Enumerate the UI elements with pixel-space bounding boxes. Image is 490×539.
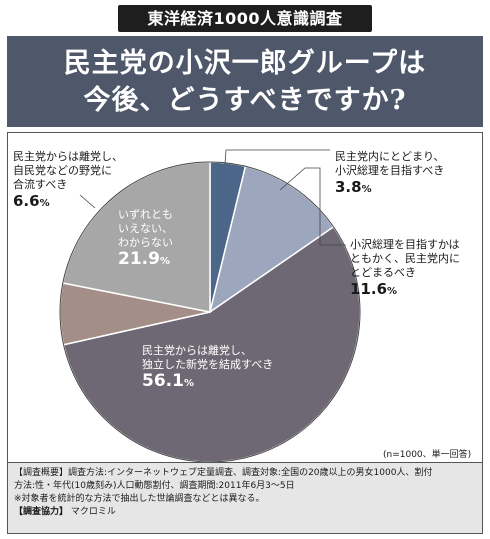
leader-line-1 xyxy=(224,149,330,165)
headline-line-2: 今後、どうすべきですか? xyxy=(83,85,407,116)
value-slice-1: 3.8% xyxy=(335,178,372,196)
label-slice-5-line-1: いずれとも xyxy=(118,208,173,221)
value-slice-2: 11.6% xyxy=(350,280,398,298)
chart-area xyxy=(7,132,483,462)
label-slice-1-line-1: 民主党内にとどまり、 xyxy=(335,150,445,163)
value-slice-4: 6.6% xyxy=(13,192,50,210)
footer-line-2: 方法:性・年代(10歳刻み)人口動態割付、調査期間:2011年6月3〜5日 xyxy=(14,481,295,491)
value-slice-5: 21.9% xyxy=(118,249,170,269)
leader-line-3 xyxy=(79,194,96,209)
label-slice-1: 民主党内にとどまり、 小沢総理を目指すべき 3.8% xyxy=(335,150,445,197)
survey-tag: 東洋経済1000人意識調査 xyxy=(118,5,372,32)
label-slice-4: 民主党からは離党し、 自民党などの野党に 合流すべき 6.6% xyxy=(13,150,123,211)
label-slice-4-line-2: 自民党などの野党に xyxy=(13,164,112,177)
label-slice-4-line-3: 合流すべき xyxy=(13,178,68,191)
sample-note: (n=1000、単一回答) xyxy=(383,450,472,460)
label-slice-4-line-1: 民主党からは離党し、 xyxy=(13,150,123,163)
label-slice-3-line-1: 民主党からは離党し、 xyxy=(142,344,252,357)
footer-line-4: 【調査協力】 マクロミル xyxy=(14,507,116,517)
label-slice-2-line-1: 小沢総理を目指すかは xyxy=(350,238,460,251)
label-slice-2-line-3: とどまるべき xyxy=(350,266,416,279)
label-slice-1-line-2: 小沢総理を目指すべき xyxy=(335,164,445,177)
label-slice-3: 民主党からは離党し、 独立した新党を結成すべき 56.1% xyxy=(142,344,273,391)
value-slice-3: 56.1% xyxy=(142,371,194,391)
label-slice-2: 小沢総理を目指すかは ともかく、民主党内に とどまるべき 11.6% xyxy=(350,238,460,299)
label-slice-5-line-3: わからない xyxy=(118,236,173,249)
label-slice-5-line-2: いえない、 xyxy=(118,222,173,235)
label-slice-2-line-2: ともかく、民主党内に xyxy=(350,252,460,265)
label-slice-3-line-2: 独立した新党を結成すべき xyxy=(142,358,274,371)
survey-footer: 【調査概要】調査方法:インターネットウェブ定量調査、調査対象:全国の20歳以上の… xyxy=(7,462,483,534)
footer-line-3: ※対象者を統計的な方法で抽出した世論調査などとは異なる。 xyxy=(14,494,265,504)
headline: 民主党の小沢一郎グループは 今後、どうすべきですか? xyxy=(7,36,483,127)
label-slice-5: いずれとも いえない、 わからない 21.9% xyxy=(118,208,173,269)
headline-line-1: 民主党の小沢一郎グループは xyxy=(63,48,427,79)
footer-line-1: 【調査概要】調査方法:インターネットウェブ定量調査、調査対象:全国の20歳以上の… xyxy=(14,468,433,478)
leader-line-2 xyxy=(279,167,346,246)
